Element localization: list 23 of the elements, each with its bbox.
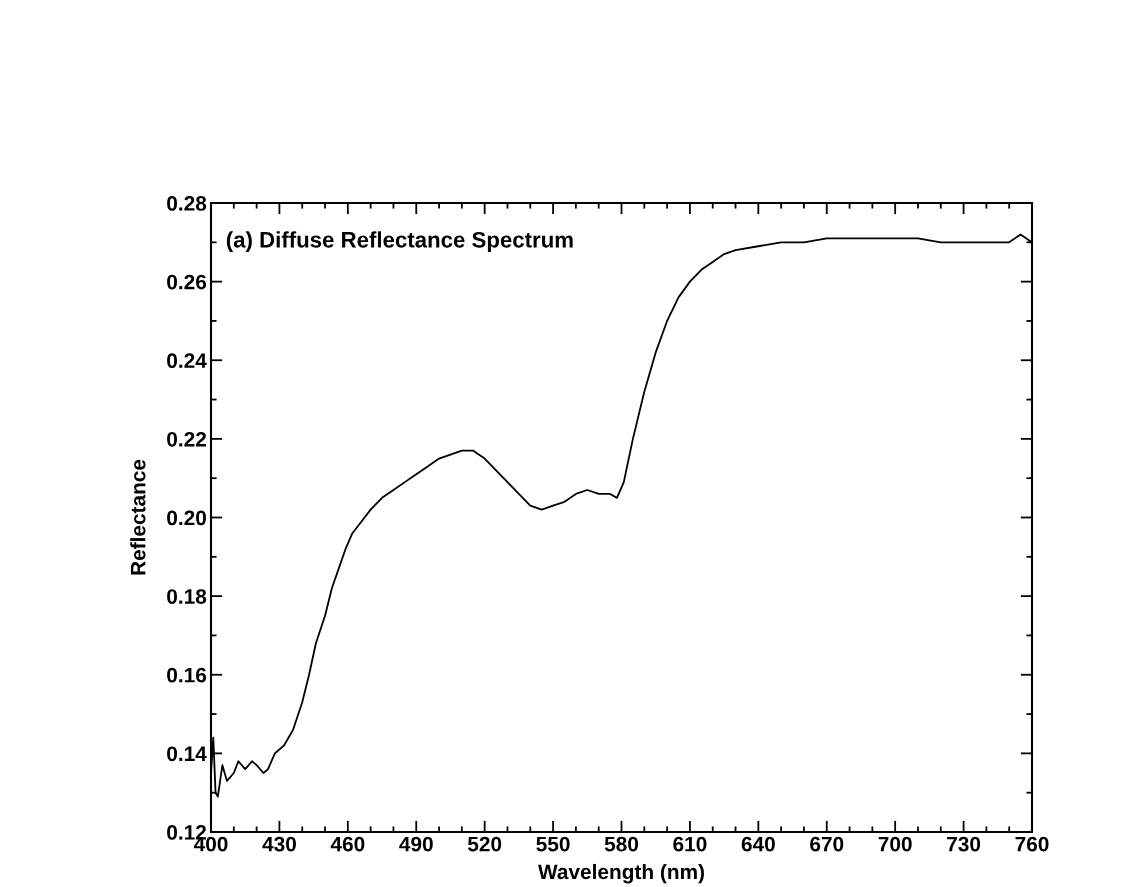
x-tick-label: 430 — [262, 836, 296, 852]
y-tick-label: 0.18 — [167, 589, 207, 604]
y-axis-title: Reflectance — [130, 459, 146, 575]
x-axis-title: Wavelength (nm) — [538, 863, 704, 884]
x-tick-label: 700 — [878, 836, 912, 852]
x-tick-label: 760 — [1015, 836, 1049, 852]
x-tick-label: 490 — [399, 836, 433, 852]
x-tick-label: 610 — [673, 836, 707, 852]
y-tick-label: 0.14 — [167, 746, 207, 762]
y-tick-label: 0.22 — [167, 431, 206, 447]
x-tick-label: 730 — [947, 836, 981, 852]
x-tick-label: 670 — [810, 836, 844, 852]
x-tick-label: 580 — [604, 836, 639, 852]
y-tick-label: 0.28 — [167, 196, 207, 211]
y-tick-label: 0.20 — [167, 510, 206, 526]
x-tick-label: 520 — [467, 836, 502, 852]
y-tick-label: 0.16 — [167, 667, 207, 683]
y-tick-label: 0.24 — [167, 353, 207, 368]
y-tick-label: 0.26 — [167, 274, 207, 290]
x-tick-label: 640 — [741, 836, 775, 852]
x-tick-label: 460 — [330, 836, 365, 852]
text: (a) Diffuse Reflectance Spectrum — [226, 231, 573, 253]
x-tick-label: 550 — [536, 836, 570, 852]
